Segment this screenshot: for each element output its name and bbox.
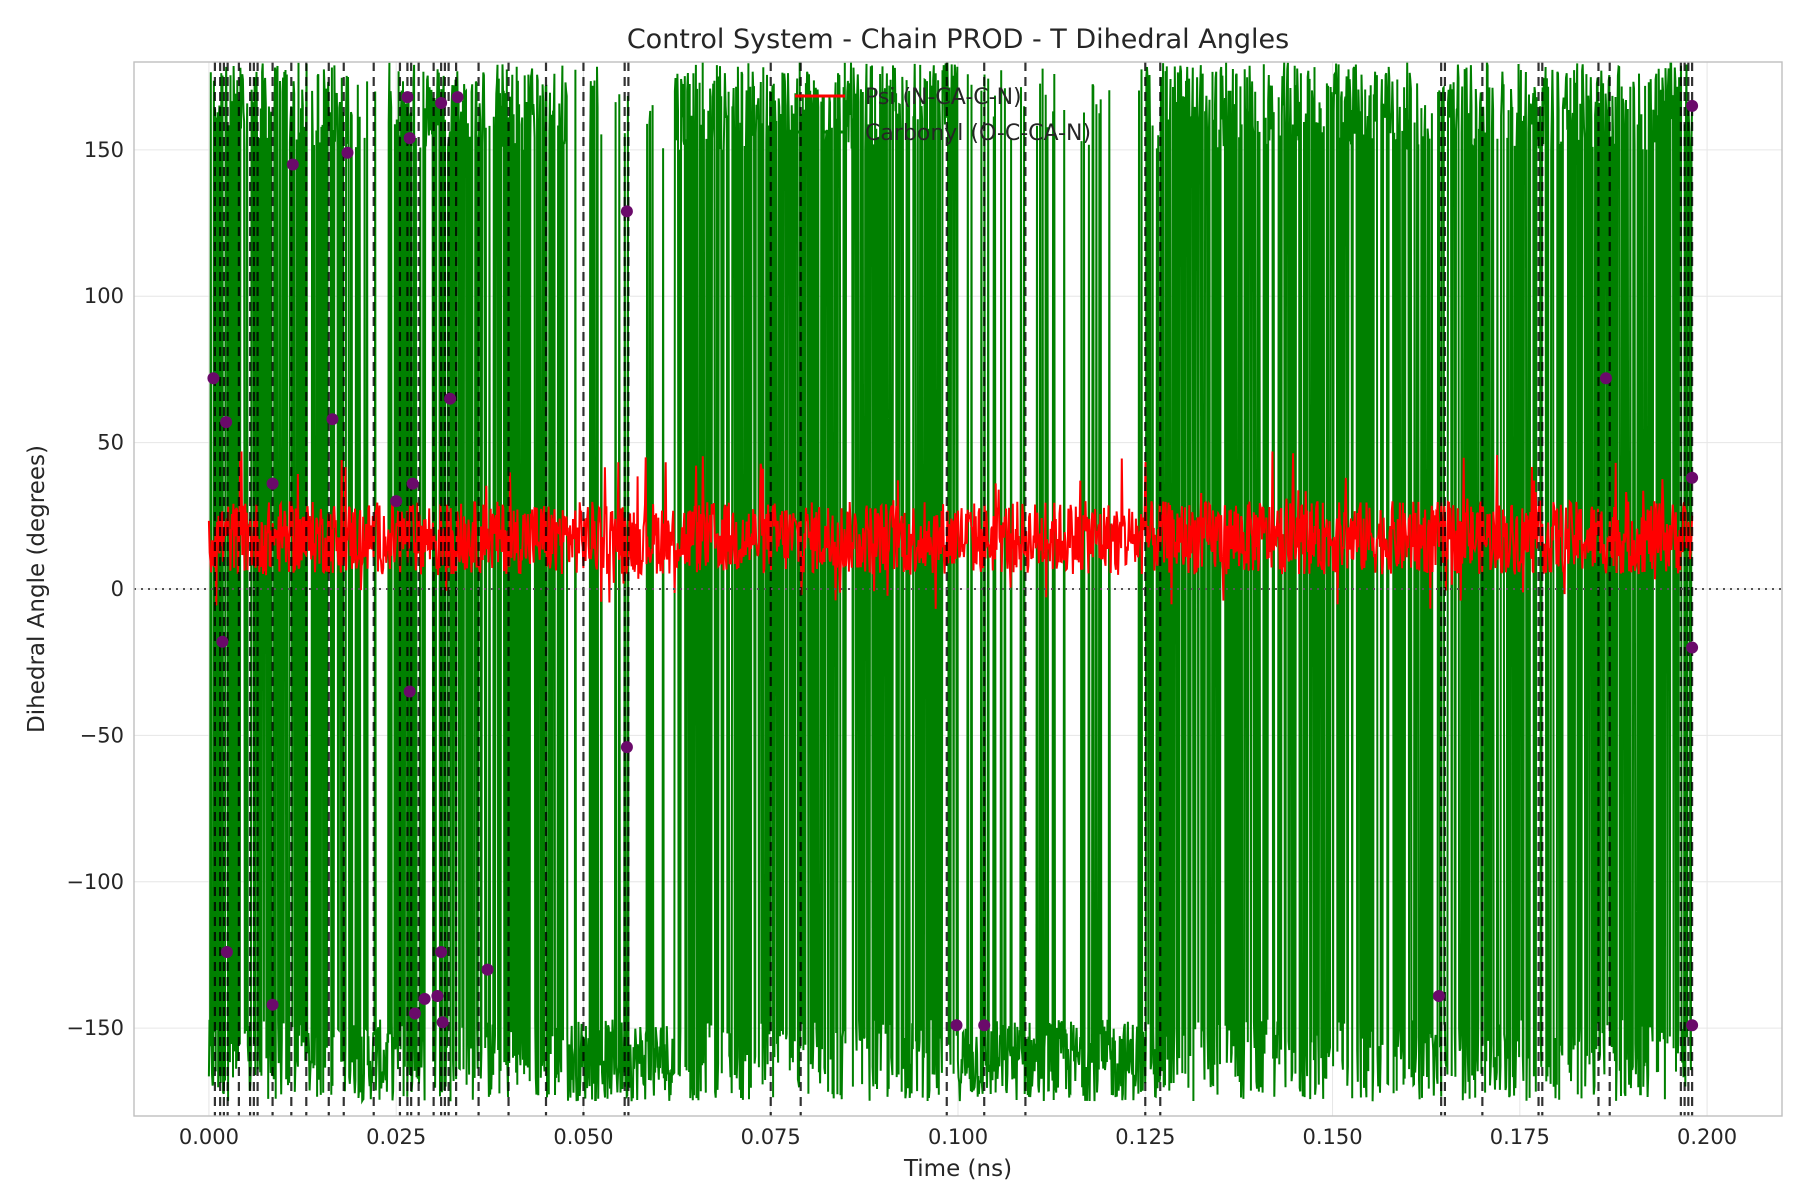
x-tick-label: 0.100 [928,1125,988,1149]
event-point [216,635,229,648]
x-axis-ticks: 0.000 0.025 0.050 0.075 0.100 0.125 0.150 0.175… [179,1125,1737,1149]
event-point [406,477,419,490]
event-point [620,741,633,754]
event-point [418,992,431,1005]
event-points [207,91,1699,1032]
event-point [1686,641,1699,654]
y-axis-label: Dihedral Angle (degrees) [24,445,50,733]
y-tick-label: −100 [66,870,124,894]
transition-markers [213,62,1694,1116]
event-point [326,413,339,426]
event-point [435,96,448,109]
event-point [403,685,416,698]
event-point [978,1019,991,1032]
event-point [1432,989,1445,1002]
event-point [1686,471,1699,484]
event-point [220,946,233,959]
event-point [408,1007,421,1020]
event-point [403,132,416,145]
y-tick-label: −150 [66,1016,124,1040]
event-point [436,1016,449,1029]
event-point [401,91,414,104]
event-point [286,158,299,171]
x-tick-label: 0.125 [1115,1125,1175,1149]
event-point [481,963,494,976]
y-axis-ticks: −150 −100 −50 0 50 100 150 [66,138,124,1040]
x-axis-label: Time (ns) [903,1156,1012,1182]
event-point [390,495,403,508]
event-point [341,146,354,159]
y-tick-label: 0 [111,577,124,601]
event-point [950,1019,963,1032]
event-point [1686,99,1699,112]
event-point [220,416,233,429]
legend-carbonyl-label: Carbonyl (O-C-CA-N) [865,121,1091,146]
x-tick-label: 0.075 [741,1125,801,1149]
y-tick-label: 150 [84,138,124,162]
event-point [444,392,457,405]
y-tick-label: 100 [84,284,124,308]
chart-title: Control System - Chain PROD - T Dihedral… [627,24,1289,55]
x-tick-label: 0.000 [179,1125,239,1149]
event-point [207,372,220,385]
event-point [1686,1019,1699,1032]
x-tick-label: 0.175 [1490,1125,1550,1149]
event-point [620,205,633,218]
event-point [266,998,279,1011]
y-tick-label: −50 [80,723,124,747]
event-point [266,477,279,490]
x-tick-label: 0.050 [553,1125,613,1149]
plot-frame [133,61,1783,1117]
event-point [1599,372,1612,385]
legend-psi-label: Psi (N-CA-C-N) [865,85,1022,110]
legend: Psi (N-CA-C-N) Carbonyl (O-C-CA-N) [795,85,1091,146]
y-tick-label: 50 [97,431,124,455]
x-tick-label: 0.150 [1302,1125,1362,1149]
event-point [435,946,448,959]
event-point [451,91,464,104]
plot-content [134,62,1782,1116]
event-point [431,989,444,1002]
x-tick-label: 0.025 [366,1125,426,1149]
x-tick-label: 0.200 [1677,1125,1737,1149]
